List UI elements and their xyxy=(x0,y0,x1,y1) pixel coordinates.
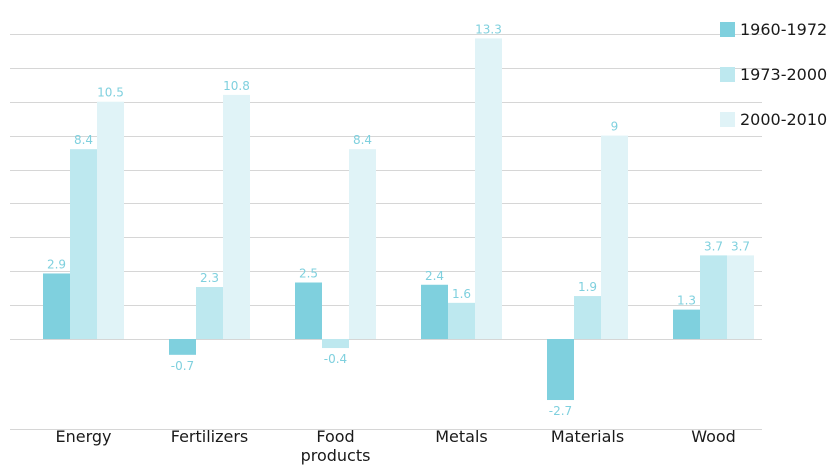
legend-label: 1973-2000 xyxy=(740,65,827,84)
category-label: Metals xyxy=(435,427,488,446)
bar-1960-1972-fertilizers xyxy=(169,339,196,355)
bar-2000-2010-materials xyxy=(601,135,628,339)
gridlines xyxy=(10,34,762,430)
value-label: -2.7 xyxy=(549,404,572,418)
bar-2000-2010-metals xyxy=(475,38,502,340)
category-label: Wood xyxy=(691,427,736,446)
bar-2000-2010-fertilizers xyxy=(223,94,250,339)
bar-1960-1972-energy xyxy=(43,273,70,339)
value-label: 9 xyxy=(611,120,619,134)
value-label: 2.4 xyxy=(425,269,444,283)
bar-1960-1972-food-products xyxy=(295,282,322,339)
bar-1973-2000-wood xyxy=(700,255,727,339)
value-label: -0.4 xyxy=(324,352,347,366)
value-labels: 2.9 8.4 10.5 -0.7 2.3 10.8 2.5 -0.4 8.4 2.4 1.6 13.… xyxy=(47,22,750,418)
bar-2000-2010-energy xyxy=(97,101,124,339)
bars xyxy=(43,38,754,401)
category-label: Energy xyxy=(55,427,111,446)
bar-1960-1972-wood xyxy=(673,309,700,339)
value-label: 2.9 xyxy=(47,257,66,271)
value-label: 2.5 xyxy=(299,267,318,281)
value-label: 1.9 xyxy=(578,280,597,294)
value-label: 1.3 xyxy=(677,294,696,308)
bar-1960-1972-metals xyxy=(421,284,448,339)
bar-2000-2010-wood xyxy=(727,255,754,339)
legend-label: 2000-2010 xyxy=(740,110,827,129)
legend-swatch xyxy=(720,112,735,127)
legend-label: 1960-1972 xyxy=(740,20,827,39)
bar-1973-2000-materials xyxy=(574,296,601,339)
bar-1973-2000-food-products xyxy=(322,339,349,349)
category-label: Materials xyxy=(551,427,624,446)
value-label: -0.7 xyxy=(171,359,194,373)
category-labels: Energy Fertilizers Food products Metals Mater… xyxy=(55,427,735,465)
bar-1973-2000-fertilizers xyxy=(196,287,223,339)
value-label: 10.8 xyxy=(223,79,250,93)
value-label: 8.4 xyxy=(353,133,372,147)
bar-1960-1972-materials xyxy=(547,339,574,401)
value-label: 10.5 xyxy=(97,86,124,100)
bar-2000-2010-food-products xyxy=(349,149,376,339)
category-label: Food products xyxy=(301,427,371,465)
value-label: 1.6 xyxy=(452,287,471,301)
value-label: 3.7 xyxy=(731,239,750,253)
legend-swatch xyxy=(720,67,735,82)
value-label: 3.7 xyxy=(704,239,723,253)
value-label: 2.3 xyxy=(200,271,219,285)
value-label: 13.3 xyxy=(475,22,502,36)
category-label: Fertilizers xyxy=(171,427,249,446)
legend: 1960-1972 1973-2000 2000-2010 xyxy=(720,20,827,129)
value-label: 8.4 xyxy=(74,133,93,147)
bar-1973-2000-energy xyxy=(70,149,97,339)
bar-1973-2000-metals xyxy=(448,302,475,339)
legend-swatch xyxy=(720,22,735,37)
